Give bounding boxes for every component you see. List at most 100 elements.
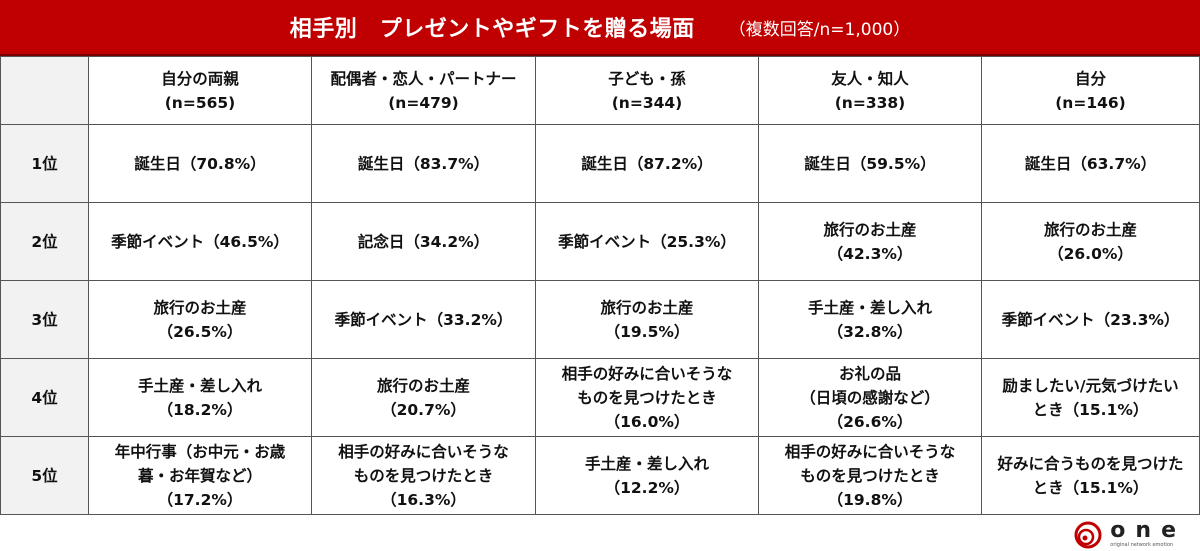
result-cell: 季節イベント（33.2%）: [311, 280, 536, 359]
result-cell: 誕生日（59.5%）: [758, 124, 982, 203]
cell-line: （26.0%）: [1048, 244, 1133, 263]
cell-line: 好みに合うものを見つけた: [997, 454, 1184, 473]
cell-line: （19.5%）: [604, 322, 690, 341]
result-cell: 旅行のお土産 （26.0%）: [981, 202, 1200, 281]
result-cell: 旅行のお土産 （20.7%）: [311, 358, 536, 437]
rank-cell: 2位: [0, 202, 89, 281]
result-cell: 相手の好みに合いそうな ものを見つけたとき （19.8%）: [758, 436, 982, 515]
cell-line: （12.2%）: [604, 478, 690, 497]
result-cell: 誕生日（87.2%）: [535, 124, 759, 203]
column-header: 友人・知人 (n=338): [758, 56, 982, 125]
result-cell: 励ましたい/元気づけたい とき（15.1%）: [981, 358, 1200, 437]
result-cell: 好みに合うものを見つけた とき（15.1%）: [981, 436, 1200, 515]
result-cell: 手土産・差し入れ （12.2%）: [535, 436, 759, 515]
column-sample-size: (n=338): [834, 93, 906, 112]
column-name: 配偶者・恋人・パートナー: [330, 69, 517, 88]
cell-line: （42.3%）: [827, 244, 913, 263]
cell-line: 誕生日（63.7%）: [1024, 154, 1157, 173]
result-cell: 旅行のお土産 （42.3%）: [758, 202, 982, 281]
cell-line: 相手の好みに合いそうな: [338, 442, 509, 461]
ranking-table: 自分の両親 (n=565) 配偶者・恋人・パートナー (n=479) 子ども・孫 (n=3…: [0, 56, 1200, 515]
logo-tagline: original network emotion: [1110, 542, 1174, 548]
table-row: 5位 年中行事（お中元・お歳 暮・お年賀など） （17.2%） 相手の好みに合いそうなも…: [0, 436, 1200, 515]
cell-line: 誕生日（70.8%）: [134, 154, 266, 173]
column-name: 子ども・孫: [608, 69, 686, 88]
column-name: 友人・知人: [831, 69, 909, 88]
column-header: 自分 (n=146): [981, 56, 1200, 125]
cell-line: 旅行のお土産: [153, 298, 247, 317]
cell-line: 暮・お年賀など）: [137, 466, 262, 485]
cell-line: 季節イベント（33.2%）: [334, 310, 513, 329]
logo-words: one original network emotion: [1110, 520, 1186, 549]
column-name: 自分の両親: [161, 69, 239, 88]
result-cell: 旅行のお土産 （19.5%）: [535, 280, 759, 359]
column-sample-size: (n=344): [611, 93, 683, 112]
cell-line: 誕生日（59.5%）: [804, 154, 936, 173]
cell-line: 誕生日（83.7%）: [357, 154, 490, 173]
cell-line: （16.3%）: [381, 490, 466, 509]
cell-line: （19.8%）: [827, 490, 913, 509]
logo-text: one: [1110, 518, 1186, 543]
result-cell: 手土産・差し入れ （18.2%）: [88, 358, 312, 437]
cell-line: 手土産・差し入れ: [137, 376, 262, 395]
cell-line: 誕生日（87.2%）: [581, 154, 713, 173]
cell-line: 手土産・差し入れ: [807, 298, 932, 317]
cell-line: とき（15.1%）: [1032, 478, 1149, 497]
result-cell: 記念日（34.2%）: [311, 202, 536, 281]
header-row: 自分の両親 (n=565) 配偶者・恋人・パートナー (n=479) 子ども・孫 (n=3…: [0, 56, 1200, 125]
cell-line: （18.2%）: [157, 400, 243, 419]
cell-line: （32.8%）: [827, 322, 913, 341]
result-cell: 相手の好みに合いそうな ものを見つけたとき （16.3%）: [311, 436, 536, 515]
table-title: 相手別 プレゼントやギフトを贈る場面: [289, 17, 695, 42]
rank-cell: 3位: [0, 280, 89, 359]
column-header: 配偶者・恋人・パートナー (n=479): [311, 56, 536, 125]
cell-line: 記念日（34.2%）: [357, 232, 490, 251]
result-cell: 年中行事（お中元・お歳 暮・お年賀など） （17.2%）: [88, 436, 312, 515]
logo-mark-icon: [1074, 521, 1102, 548]
rank-cell: 1位: [0, 124, 89, 203]
column-sample-size: (n=479): [388, 93, 459, 112]
cell-line: お礼の品: [838, 364, 901, 383]
result-cell: 手土産・差し入れ （32.8%）: [758, 280, 982, 359]
one-logo: one original network emotion: [1074, 520, 1186, 549]
cell-line: 旅行のお土産: [376, 376, 470, 395]
result-cell: 誕生日（70.8%）: [88, 124, 312, 203]
cell-line: 励ましたい/元気づけたい: [1002, 376, 1179, 395]
result-cell: 誕生日（63.7%）: [981, 124, 1200, 203]
cell-line: ものを見つけたとき: [577, 388, 717, 407]
result-cell: 季節イベント（25.3%）: [535, 202, 759, 281]
cell-line: （日頃の感謝など）: [800, 388, 940, 407]
table-subtitle: （複数回答/n=1,000）: [728, 19, 911, 40]
cell-line: （26.5%）: [157, 322, 243, 341]
cell-line: （26.6%）: [827, 412, 913, 431]
table-row: 4位 手土産・差し入れ （18.2%） 旅行のお土産 （20.7%） 相手の好みに合いそう…: [0, 358, 1200, 437]
cell-line: 季節イベント（46.5%）: [111, 232, 289, 251]
cell-line: ものを見つけたとき: [800, 466, 940, 485]
cell-line: （20.7%）: [381, 400, 466, 419]
result-cell: 季節イベント（23.3%）: [981, 280, 1200, 359]
cell-line: 季節イベント（25.3%）: [558, 232, 736, 251]
result-cell: 相手の好みに合いそうな ものを見つけたとき （16.0%）: [535, 358, 759, 437]
cell-line: 季節イベント（23.3%）: [1001, 310, 1180, 329]
column-header: 子ども・孫 (n=344): [535, 56, 759, 125]
table-row: 2位 季節イベント（46.5%） 記念日（34.2%） 季節イベント（25.3%） 旅行…: [0, 202, 1200, 281]
cell-line: とき（15.1%）: [1032, 400, 1149, 419]
result-cell: 旅行のお土産 （26.5%）: [88, 280, 312, 359]
cell-line: 手土産・差し入れ: [584, 454, 709, 473]
column-sample-size: (n=565): [164, 93, 236, 112]
table-row: 1位 誕生日（70.8%） 誕生日（83.7%） 誕生日（87.2%） 誕生日（59.5…: [0, 124, 1200, 203]
cell-line: 旅行のお土産: [823, 220, 917, 239]
rank-cell: 5位: [0, 436, 89, 515]
rank-cell: 4位: [0, 358, 89, 437]
column-sample-size: (n=146): [1055, 93, 1126, 112]
cell-line: 年中行事（お中元・お歳: [114, 442, 286, 461]
cell-line: ものを見つけたとき: [353, 466, 494, 485]
corner-cell: [0, 56, 89, 125]
result-cell: 誕生日（83.7%）: [311, 124, 536, 203]
cell-line: 相手の好みに合いそうな: [561, 364, 733, 383]
result-cell: 季節イベント（46.5%）: [88, 202, 312, 281]
table-row: 3位 旅行のお土産 （26.5%） 季節イベント（33.2%） 旅行のお土産 （19.5%…: [0, 280, 1200, 359]
cell-line: 旅行のお土産: [600, 298, 694, 317]
column-header: 自分の両親 (n=565): [88, 56, 312, 125]
column-name: 自分: [1074, 69, 1106, 88]
